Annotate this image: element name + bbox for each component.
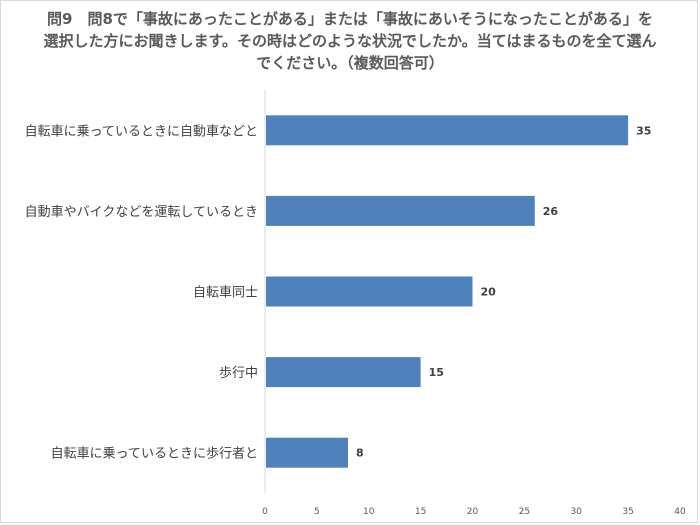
x-tick-label: 35 <box>622 507 633 517</box>
x-tick-label: 20 <box>467 507 479 517</box>
data-label: 20 <box>481 286 497 299</box>
bar <box>266 357 421 388</box>
x-tick-label: 40 <box>674 507 686 517</box>
x-tick-label: 15 <box>415 507 426 517</box>
x-tick-label: 30 <box>571 507 583 517</box>
chart-title: 問9 問8で「事故にあったことがある」または「事故にあいそうになったことがある」… <box>43 10 657 72</box>
data-label: 35 <box>636 124 651 137</box>
bar <box>266 115 629 146</box>
x-tick-label: 5 <box>314 507 320 517</box>
bar <box>266 195 535 226</box>
data-label: 8 <box>356 447 364 460</box>
x-tick-label: 25 <box>519 507 530 517</box>
category-label: 自動車やバイクなどを運転しているとき <box>25 205 258 220</box>
bar <box>266 437 348 468</box>
x-tick-label: 10 <box>363 507 375 517</box>
bar <box>266 276 473 307</box>
category-label: 歩行中 <box>219 366 258 381</box>
category-label: 自転車同士 <box>193 286 258 301</box>
x-tick-label: 0 <box>262 507 268 517</box>
category-label: 自転車に乗っているときに自動車などと <box>25 124 258 139</box>
data-label: 15 <box>429 366 444 379</box>
category-label: 自転車に乗っているときに歩行者と <box>51 447 258 462</box>
data-label: 26 <box>543 205 559 218</box>
